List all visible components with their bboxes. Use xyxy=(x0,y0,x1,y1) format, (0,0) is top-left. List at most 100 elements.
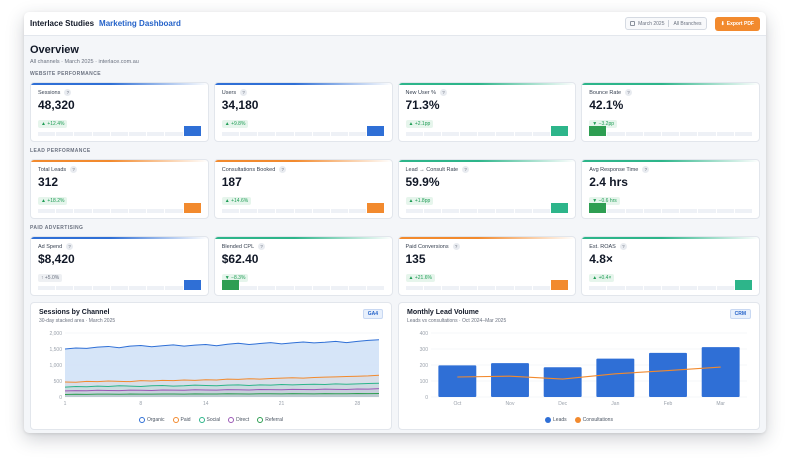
kpi-card[interactable]: Bounce Rate? 42.1% ▼ −3.2pp xyxy=(581,82,760,142)
sparkline-bar xyxy=(514,209,532,213)
kpi-sparkline xyxy=(38,280,201,290)
sparkline-bar xyxy=(276,209,294,213)
sparkline-bar xyxy=(367,203,385,213)
card-accent xyxy=(398,83,576,85)
sparkline-bar xyxy=(532,286,550,290)
legend-label: Leads xyxy=(553,417,567,423)
x-tick-label: Nov xyxy=(506,401,515,407)
kpi-label-row: New User %? xyxy=(406,89,569,96)
chart-title: Sessions by Channel xyxy=(39,309,110,316)
legend-item[interactable]: Direct xyxy=(228,417,249,423)
help-icon[interactable]: ? xyxy=(70,166,78,173)
kpi-label-row: Total Leads? xyxy=(38,166,201,173)
export-label: Export PDF xyxy=(726,20,754,27)
help-icon[interactable]: ? xyxy=(240,89,248,96)
sparkline-bar xyxy=(607,132,625,136)
kpi-card[interactable]: Total Leads? 312 ▲ +18.2% xyxy=(30,159,209,219)
legend-marker-icon xyxy=(574,417,581,423)
card-accent xyxy=(214,83,392,85)
kpi-label: Bounce Rate xyxy=(589,89,622,96)
kpi-card[interactable]: Lead → Consult Rate? 59.9% ▲ +1.8pp xyxy=(397,159,577,219)
kpi-card[interactable]: Est. ROAS? 4.8× ▲ +0.4× xyxy=(581,236,760,296)
y-tick-label: 1,000 xyxy=(49,363,62,369)
sessions-chart-panel: Sessions by Channel 30-day stacked area … xyxy=(30,302,392,430)
legend-label: Consultations xyxy=(582,417,613,423)
calendar-icon xyxy=(630,21,636,26)
sparkline-bar xyxy=(38,132,56,136)
kpi-label-row: Blended CPL? xyxy=(222,243,385,250)
bar-leads-jan xyxy=(596,358,635,397)
sparkline-bar xyxy=(423,132,441,136)
sparkline-bar xyxy=(460,286,478,290)
kpi-sparkline xyxy=(589,126,752,136)
legend-item[interactable]: Social xyxy=(198,417,220,423)
sparkline-bar xyxy=(514,132,532,136)
kpi-card[interactable]: Consultations Booked? 187 ▲ +14.6% xyxy=(213,159,393,219)
sparkline-bar xyxy=(698,209,716,213)
y-tick-label: 300 xyxy=(420,347,429,353)
kpi-card[interactable]: Sessions? 48,320 ▲ +12.4% xyxy=(30,82,209,142)
sparkline-bar xyxy=(128,209,147,213)
sparkline-bar xyxy=(367,286,385,290)
legend-item[interactable]: Organic xyxy=(138,417,165,423)
dashboard-title[interactable]: Marketing Dashboard xyxy=(99,19,181,28)
card-accent xyxy=(582,83,759,85)
source-badge[interactable]: CRM xyxy=(729,309,751,319)
sparkline-bar xyxy=(38,209,56,213)
help-icon[interactable]: ? xyxy=(66,243,74,250)
kpi-label: Consultations Booked xyxy=(221,166,276,173)
help-icon[interactable]: ? xyxy=(258,243,266,250)
legend-item[interactable]: Leads xyxy=(545,417,567,423)
kpi-card[interactable]: Blended CPL? $62.40 ▼ −8.3% xyxy=(213,236,393,296)
date-range-picker[interactable]: March 2025 All Branches xyxy=(625,17,707,30)
help-icon[interactable]: ? xyxy=(619,243,627,250)
kpi-value: $8,420 xyxy=(38,252,75,266)
export-pdf-button[interactable]: ⬇ Export PDF xyxy=(714,16,760,31)
legend-item[interactable]: Paid xyxy=(172,417,191,423)
sparkline-bar xyxy=(496,132,514,136)
sparkline-bar xyxy=(56,286,74,290)
legend-item[interactable]: Referral xyxy=(257,417,283,423)
sparkline-bar xyxy=(478,286,496,290)
sparkline-bar xyxy=(607,286,625,290)
chart-subtitle: Leads vs consultations · Oct 2024–Mar 20… xyxy=(407,318,507,324)
kpi-card[interactable]: Avg Response Time? 2.4 hrs ▼ −0.6 hrs xyxy=(581,159,760,219)
sparkline-bar xyxy=(239,209,258,213)
help-icon[interactable]: ? xyxy=(64,89,72,96)
sparkline-bar xyxy=(239,286,258,290)
kpi-label-row: Est. ROAS? xyxy=(589,243,752,250)
help-icon[interactable]: ? xyxy=(462,166,470,173)
sparkline-bar xyxy=(643,209,661,213)
kpi-card[interactable]: New User %? 71.3% ▲ +2.1pp xyxy=(397,82,577,142)
kpi-delta-badge: ▲ +18.2% xyxy=(38,197,68,205)
legend-item[interactable]: Consultations xyxy=(574,417,613,423)
sparkline-bar xyxy=(110,286,128,290)
kpi-card-row: Total Leads? 312 ▲ +18.2% Consultations Boo… xyxy=(30,159,760,219)
sparkline-bar xyxy=(221,280,239,290)
sparkline-bar xyxy=(367,126,385,136)
kpi-card[interactable]: Ad Spend? $8,420 ↑ +5.0% xyxy=(30,236,209,296)
legend-marker-icon xyxy=(138,417,145,423)
help-icon[interactable]: ? xyxy=(279,166,287,173)
kpi-sparkline xyxy=(221,203,385,213)
help-icon[interactable]: ? xyxy=(452,243,460,250)
y-tick-label: 1,500 xyxy=(49,347,62,353)
source-badge[interactable]: GA4 xyxy=(362,309,383,319)
chart-subtitle: 30-day stacked area · March 2025 xyxy=(39,318,116,324)
sparkline-bar xyxy=(496,286,514,290)
sparkline-bar xyxy=(716,209,734,213)
x-tick-label: Dec xyxy=(558,401,567,407)
sparkline-bar xyxy=(92,286,110,290)
kpi-card[interactable]: Paid Conversions? 135 ▲ +21.6% xyxy=(397,236,577,296)
branch-filter-label[interactable]: All Branches xyxy=(673,20,702,27)
kpi-sparkline xyxy=(405,203,569,213)
help-icon[interactable]: ? xyxy=(642,166,650,173)
help-icon[interactable]: ? xyxy=(625,89,633,96)
x-tick-label: Jan xyxy=(611,401,619,407)
kpi-value: $62.40 xyxy=(221,252,259,266)
help-icon[interactable]: ? xyxy=(440,89,448,96)
sparkline-bar xyxy=(478,132,496,136)
kpi-card[interactable]: Users? 34,180 ▲ +9.8% xyxy=(213,82,393,142)
kpi-sections: WEBSITE PERFORMANCE Sessions? 48,320 ▲ +12.… xyxy=(30,71,760,296)
kpi-label: Lead → Consult Rate xyxy=(405,166,459,173)
